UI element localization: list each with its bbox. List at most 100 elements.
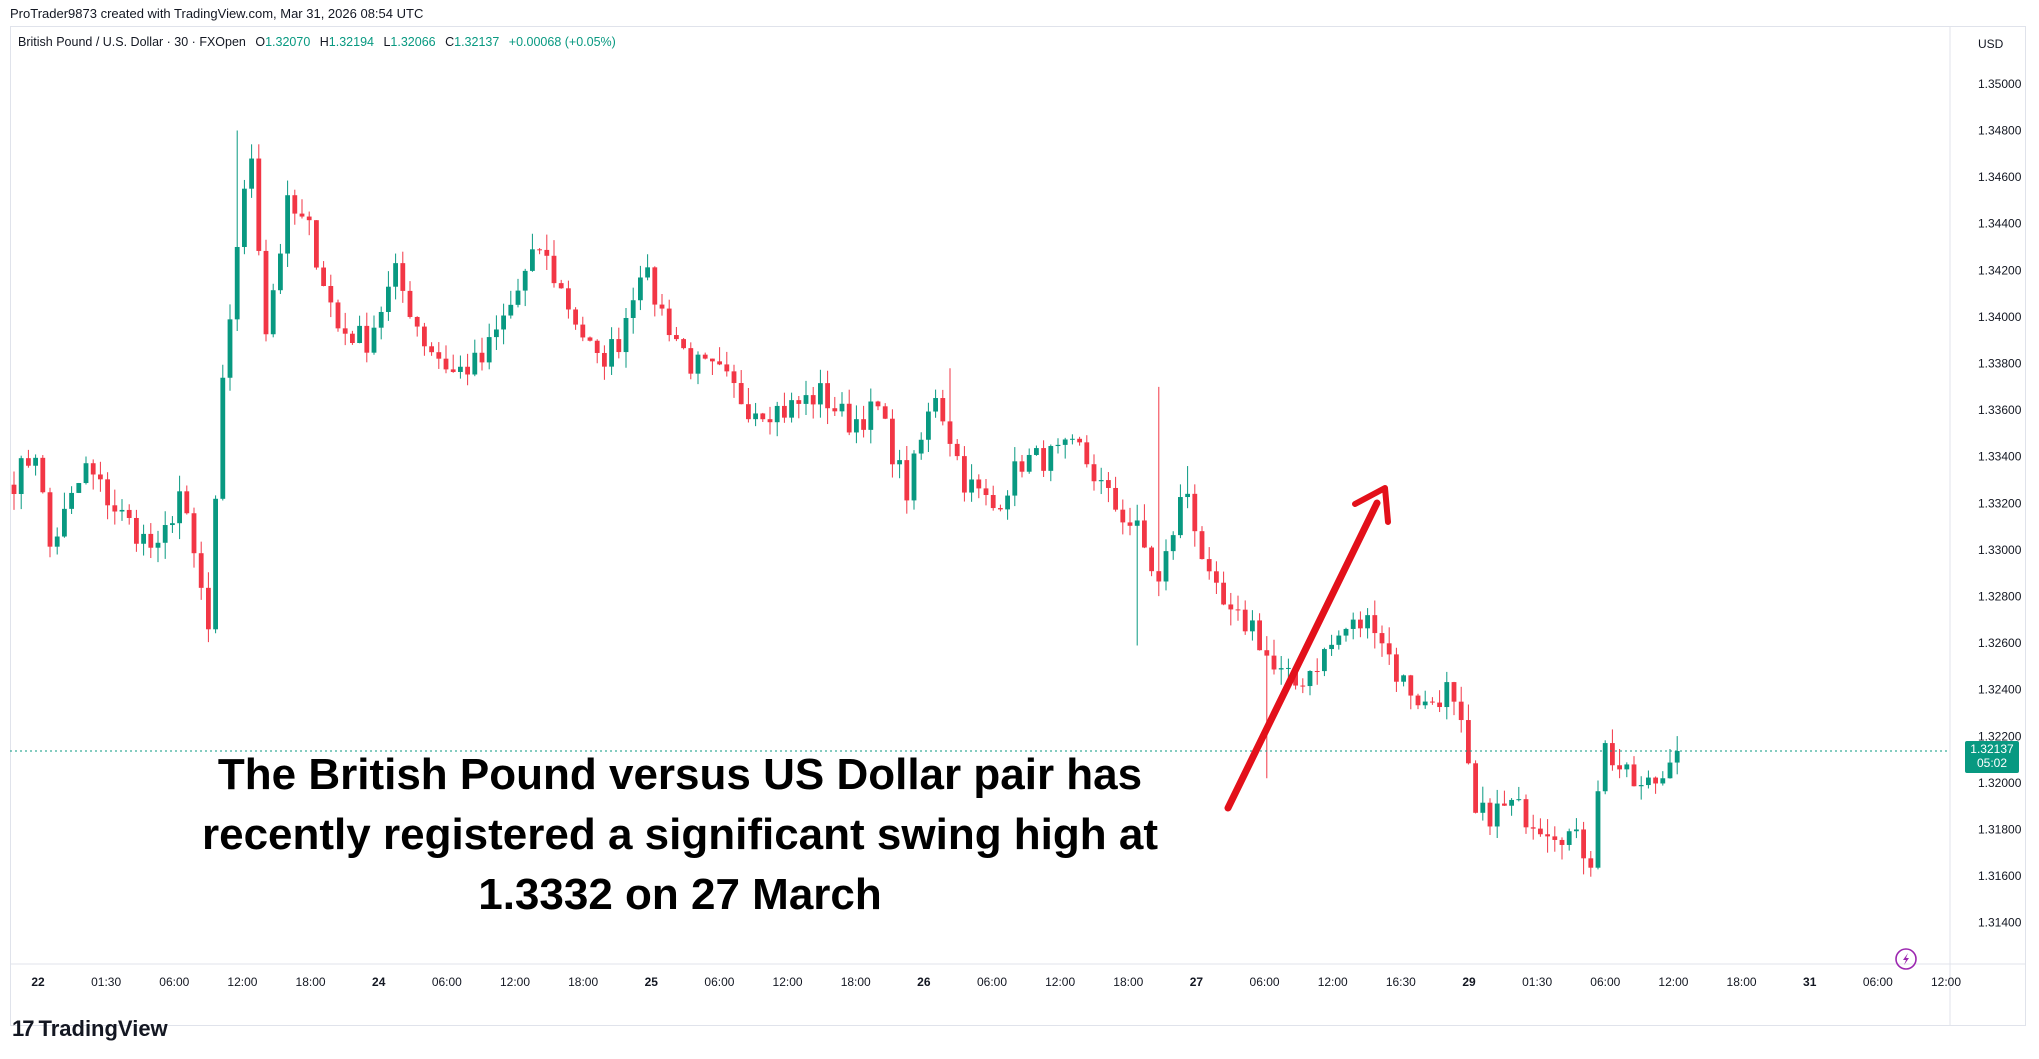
candle-body: [681, 339, 686, 349]
candles-layer: [11, 130, 1680, 877]
price-tick-label: 1.34000: [1978, 310, 2022, 324]
candle-body: [1257, 620, 1262, 651]
candle-body: [630, 300, 636, 318]
candle-body: [1163, 551, 1169, 582]
price-tick-label: 1.33600: [1978, 403, 2022, 417]
candle-body: [141, 533, 146, 544]
candle-body: [904, 460, 910, 501]
price-tick-label: 1.34200: [1978, 263, 2022, 277]
candle-body: [393, 263, 398, 287]
candle-body: [299, 213, 305, 217]
lightning-icon[interactable]: [1895, 948, 1917, 970]
time-tick-label: 12:00: [1318, 975, 1348, 989]
candle-body: [1077, 438, 1082, 443]
candle-body: [1394, 654, 1399, 682]
candle-body: [1631, 764, 1637, 787]
annotation-arrow: [1224, 485, 1391, 812]
tradingview-logo[interactable]: 17 TradingView: [12, 1016, 168, 1042]
candle-body: [1350, 619, 1356, 629]
time-tick-label: 12:00: [773, 975, 803, 989]
candle-body: [760, 413, 766, 420]
time-tick-label: 12:00: [1045, 975, 1075, 989]
candle-body: [105, 479, 110, 506]
time-tick-label: 16:30: [1386, 975, 1416, 989]
candle-body: [1170, 535, 1176, 552]
low-value: 1.32066: [390, 35, 436, 49]
time-tick-label: 06:00: [704, 975, 734, 989]
candle-body: [1329, 644, 1334, 650]
candle-body: [98, 474, 103, 480]
candle-body: [933, 398, 938, 412]
time-tick-label: 31: [1803, 975, 1817, 989]
candle-body: [1178, 497, 1183, 536]
candle-body: [782, 405, 787, 418]
candle-body: [76, 483, 82, 493]
candle-body: [1602, 743, 1608, 792]
time-tick-label: 29: [1462, 975, 1476, 989]
candle-body: [407, 290, 413, 317]
price-tick-label: 1.34400: [1978, 217, 2022, 231]
candle-body: [616, 339, 622, 353]
candle-body: [321, 267, 326, 286]
price-tag-countdown: 05:02: [1977, 756, 2007, 770]
candle-body: [11, 484, 17, 495]
candle-body: [1098, 480, 1104, 482]
candle-body: [1610, 743, 1615, 766]
candlestick-chart[interactable]: USD 1.350001.348001.346001.344001.342001…: [10, 26, 2026, 1026]
candle-body: [357, 325, 362, 344]
candle-body: [818, 383, 823, 405]
time-tick-label: 12:00: [227, 975, 257, 989]
candle-body: [1415, 695, 1421, 706]
candle-body: [875, 401, 881, 407]
candle-body: [1091, 464, 1097, 482]
candle-body: [1538, 828, 1543, 835]
candle-body: [623, 317, 629, 353]
candle-body: [83, 463, 89, 484]
candle-body: [429, 346, 434, 353]
candle-body: [270, 290, 276, 335]
candle-body: [897, 460, 902, 465]
candle-body: [1667, 762, 1673, 779]
candle-body: [1574, 829, 1579, 832]
price-tick-label: 1.33200: [1978, 496, 2022, 510]
candle-body: [1134, 520, 1140, 526]
candle-body: [1437, 702, 1442, 708]
chart-frame: [10, 26, 2026, 1026]
candle-body: [494, 329, 499, 338]
candle-body: [1242, 609, 1248, 632]
candle-body: [1221, 582, 1226, 605]
price-tick-label: 1.34600: [1978, 170, 2022, 184]
time-tick-label: 18:00: [1727, 975, 1757, 989]
candle-body: [861, 419, 866, 430]
candle-body: [328, 285, 334, 303]
candle-body: [522, 270, 528, 291]
high-label: H: [319, 35, 329, 49]
candle-body: [1070, 438, 1075, 440]
candle-body: [947, 421, 953, 444]
candle-body: [62, 508, 67, 537]
tradingview-wordmark: TradingView: [38, 1016, 168, 1041]
low-label: L: [383, 35, 391, 49]
candle-body: [1120, 509, 1126, 523]
candle-body: [1214, 571, 1219, 583]
candle-body: [890, 418, 895, 465]
candle-body: [1430, 701, 1435, 703]
candle-body: [69, 492, 74, 509]
candle-body: [1653, 777, 1658, 784]
candle-body: [702, 354, 708, 359]
candle-body: [1142, 520, 1147, 548]
candle-body: [1559, 839, 1565, 845]
candle-body: [1494, 803, 1500, 827]
candle-body: [1422, 701, 1428, 706]
candle-body: [1444, 682, 1450, 708]
time-tick-label: 12:00: [1931, 975, 1961, 989]
candle-body: [1581, 829, 1586, 859]
candle-body: [191, 513, 197, 554]
change-value: +0.00068 (+0.05%): [508, 35, 616, 49]
candle-body: [962, 456, 967, 493]
price-tick-label: 1.32800: [1978, 590, 2022, 604]
candle-body: [1307, 671, 1313, 687]
symbol-legend: British Pound / U.S. Dollar · 30 · FXOpe…: [18, 35, 616, 49]
candle-body: [1106, 480, 1111, 488]
candle-body: [47, 492, 53, 547]
